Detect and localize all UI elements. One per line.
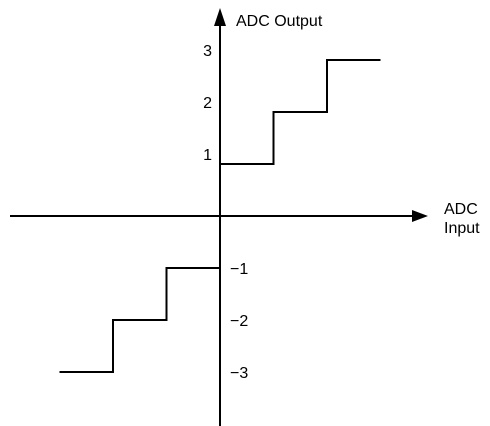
y-tick-label: −2 xyxy=(230,313,248,330)
y-tick-label: 2 xyxy=(203,95,212,112)
y-tick-labels: 3 2 1 −1 −2 −3 xyxy=(203,43,248,382)
y-tick-label: −1 xyxy=(230,261,248,278)
y-tick-label: 3 xyxy=(203,43,212,60)
y-axis-arrowhead xyxy=(214,8,226,26)
x-axis-arrowhead xyxy=(412,210,428,222)
x-axis-label-line-1: ADC xyxy=(444,201,478,218)
step-series-line xyxy=(59,216,221,373)
x-axis-label-line-2: Input xyxy=(444,220,480,237)
y-tick-label: −3 xyxy=(230,365,248,382)
y-tick-label: 1 xyxy=(203,147,212,164)
step-series xyxy=(59,59,381,373)
step-series-line xyxy=(219,59,381,216)
y-axis-label: ADC Output xyxy=(236,13,323,30)
